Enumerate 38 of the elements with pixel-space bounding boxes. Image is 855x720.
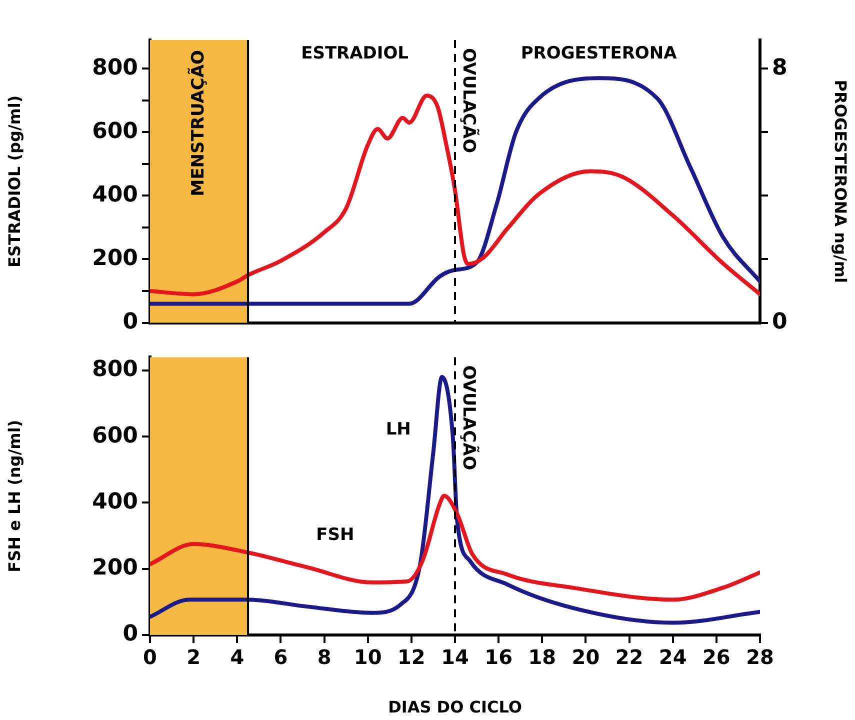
x-tick-label: 22 bbox=[615, 645, 644, 670]
band-label: MENSTRUAÇÃO bbox=[187, 50, 208, 196]
y2-tick-label: 8 bbox=[772, 55, 788, 80]
y-tick-label: 0 bbox=[122, 622, 138, 647]
x-tick-label: 14 bbox=[441, 645, 469, 670]
series-label: PROGESTERONA bbox=[520, 43, 678, 64]
text: ESTRADIOL bbox=[301, 43, 409, 64]
y-tick-label: 800 bbox=[92, 55, 138, 80]
y-axis-title: ESTRADIOL (pg/ml) bbox=[4, 95, 24, 268]
x-tick-label: 24 bbox=[658, 645, 687, 670]
x-tick-label: 28 bbox=[746, 645, 774, 670]
ref-line-label: OVULAÇÃO bbox=[458, 48, 480, 154]
x-axis-title: DIAS DO CICLO bbox=[388, 698, 522, 717]
y-tick-label: 400 bbox=[92, 489, 138, 514]
y-tick-label: 200 bbox=[92, 246, 138, 271]
series-label: LH bbox=[386, 419, 411, 440]
x-tick-label: 26 bbox=[702, 645, 730, 670]
y-tick-label: 800 bbox=[92, 357, 138, 382]
x-tick-label: 18 bbox=[528, 645, 556, 670]
x-tick-label: 12 bbox=[398, 645, 426, 670]
x-tick-label: 16 bbox=[484, 645, 512, 670]
x-tick-label: 10 bbox=[354, 645, 382, 670]
y2-axis-title: PROGESTERONA ng/ml bbox=[831, 80, 850, 283]
y-tick-label: 0 bbox=[122, 310, 138, 335]
x-tick-label: 6 bbox=[274, 645, 288, 670]
x-tick-label: 20 bbox=[572, 645, 600, 670]
y-tick-label: 400 bbox=[92, 182, 138, 208]
ref-line-label: OVULAÇÃO bbox=[458, 365, 480, 470]
y-tick-label: 600 bbox=[92, 118, 138, 144]
x-tick-label: 4 bbox=[230, 645, 244, 670]
x-tick-label: 0 bbox=[143, 645, 157, 670]
y-tick-label: 200 bbox=[92, 556, 138, 581]
y2-tick-label: 0 bbox=[772, 310, 788, 335]
x-tick-label: 8 bbox=[317, 645, 332, 670]
series-label: FSH bbox=[316, 525, 354, 546]
y-tick-label: 600 bbox=[92, 423, 138, 448]
x-tick-label: 2 bbox=[186, 645, 201, 670]
y-axis-title: FSH e LH (ng/ml) bbox=[4, 420, 24, 572]
